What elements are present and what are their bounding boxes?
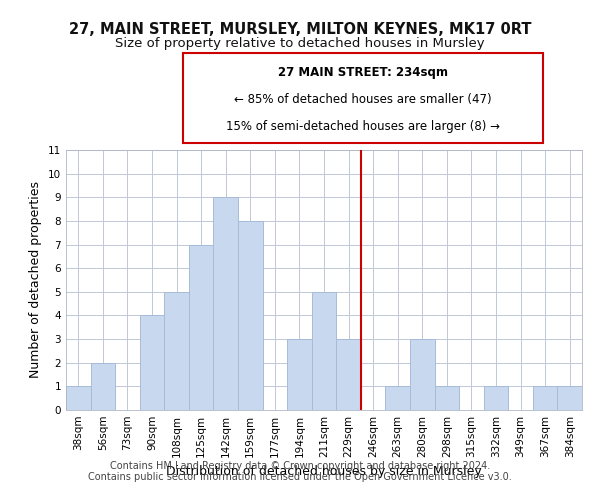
Bar	[140, 316, 164, 410]
Bar	[557, 386, 582, 410]
Text: ← 85% of detached houses are smaller (47): ← 85% of detached houses are smaller (47…	[234, 93, 492, 106]
Bar	[410, 339, 434, 410]
Bar	[336, 339, 361, 410]
Text: 27 MAIN STREET: 234sqm: 27 MAIN STREET: 234sqm	[278, 66, 448, 79]
X-axis label: Distribution of detached houses by size in Mursley: Distribution of detached houses by size …	[166, 466, 482, 478]
Bar	[164, 292, 189, 410]
Y-axis label: Number of detached properties: Number of detached properties	[29, 182, 43, 378]
Text: Size of property relative to detached houses in Mursley: Size of property relative to detached ho…	[115, 38, 485, 51]
Bar	[91, 362, 115, 410]
Bar	[385, 386, 410, 410]
Bar	[287, 339, 312, 410]
Text: Contains public sector information licensed under the Open Government Licence v3: Contains public sector information licen…	[88, 472, 512, 482]
Bar	[484, 386, 508, 410]
Bar	[434, 386, 459, 410]
Text: Contains HM Land Registry data © Crown copyright and database right 2024.: Contains HM Land Registry data © Crown c…	[110, 461, 490, 471]
Bar	[189, 244, 214, 410]
Bar	[238, 221, 263, 410]
Bar	[214, 198, 238, 410]
Text: 15% of semi-detached houses are larger (8) →: 15% of semi-detached houses are larger (…	[226, 120, 500, 133]
Text: 27, MAIN STREET, MURSLEY, MILTON KEYNES, MK17 0RT: 27, MAIN STREET, MURSLEY, MILTON KEYNES,…	[69, 22, 531, 38]
Bar	[66, 386, 91, 410]
Bar	[533, 386, 557, 410]
Bar	[312, 292, 336, 410]
